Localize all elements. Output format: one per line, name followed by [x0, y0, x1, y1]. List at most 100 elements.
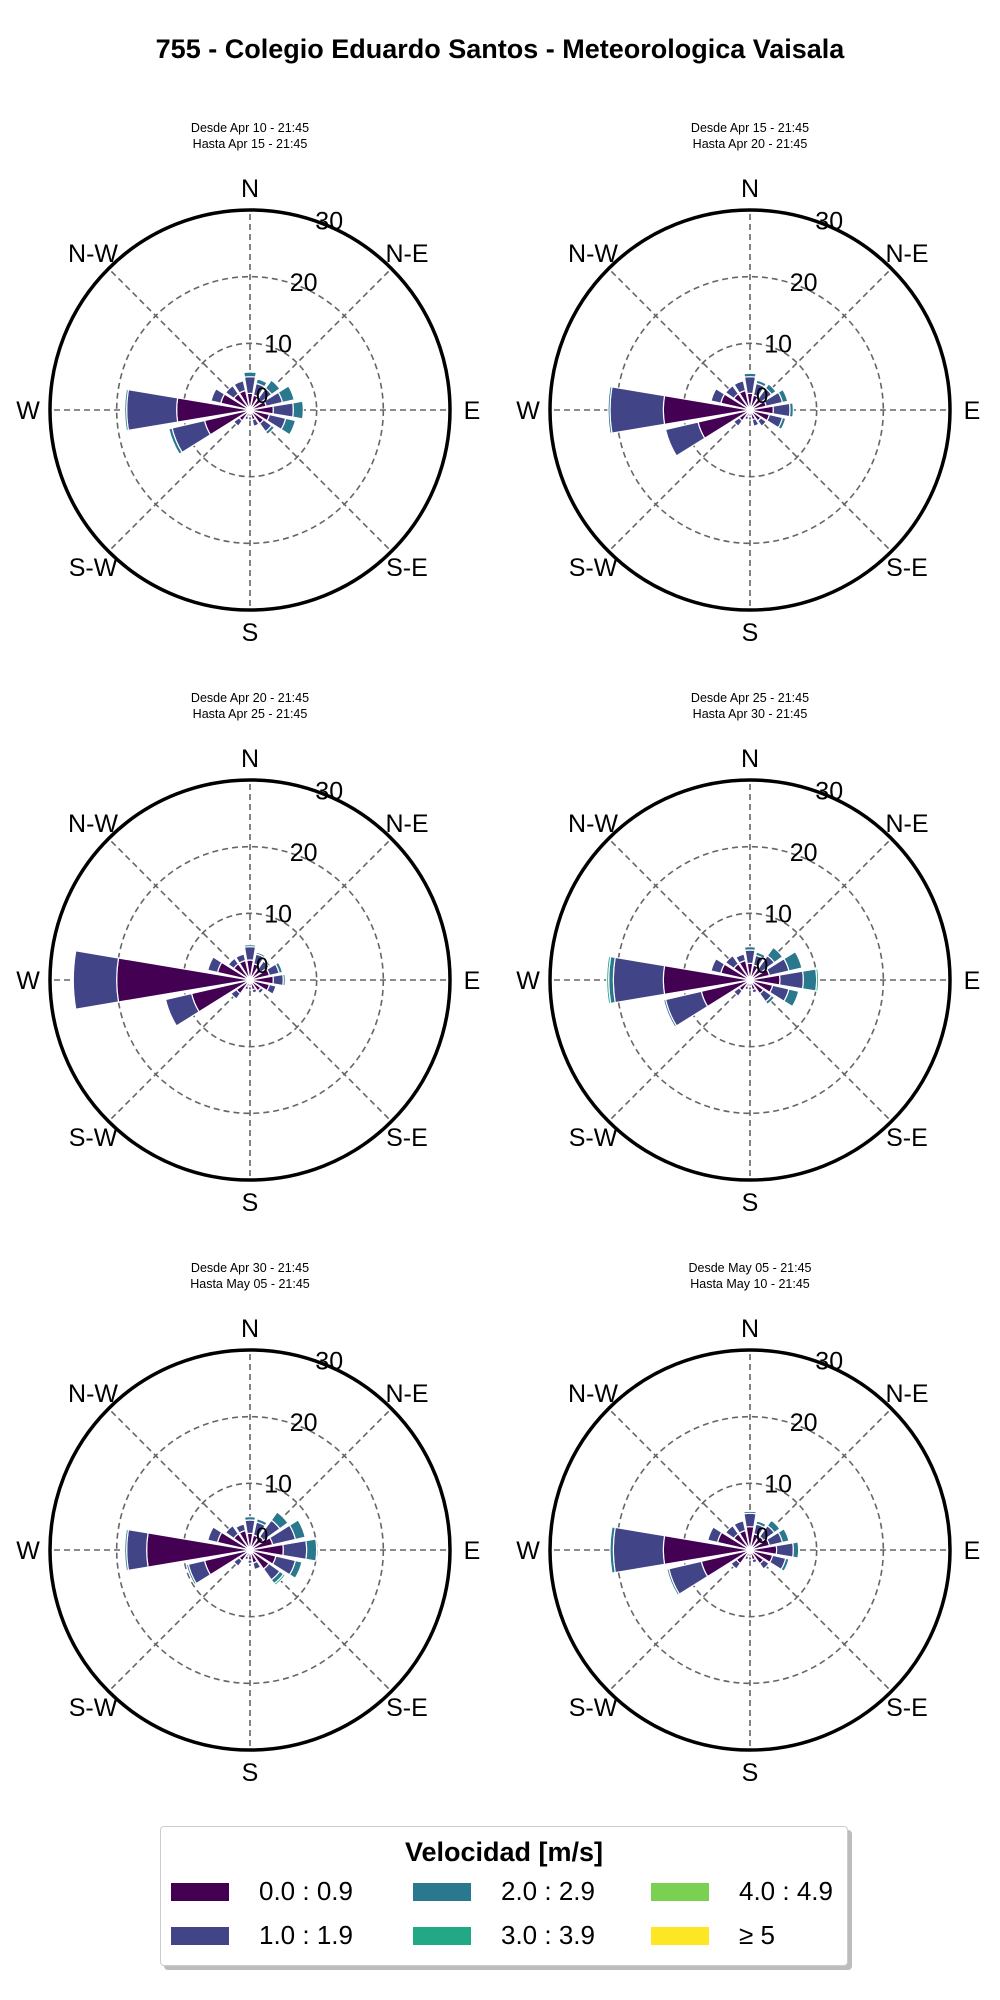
- wind-bar: [207, 956, 223, 974]
- angular-gridline: [108, 979, 251, 1122]
- radial-gridline: [182, 912, 318, 1048]
- wind-bar: [612, 956, 666, 1004]
- period-label: Desde Apr 25 - 21:45 Hasta Apr 30 - 21:45: [500, 690, 1000, 722]
- wind-bar: [735, 953, 747, 964]
- compass-label: N-E: [385, 240, 428, 268]
- wind-bar: [732, 986, 744, 998]
- wind-bar: [227, 957, 240, 970]
- wind-bar: [775, 1542, 794, 1558]
- wind-bar: [754, 951, 767, 960]
- angular-gridline: [749, 1549, 892, 1692]
- outer-ring: [548, 208, 952, 612]
- compass-label: W: [516, 1537, 540, 1565]
- compass-label: E: [964, 967, 981, 995]
- period-start: Desde Apr 10 - 21:45: [190, 121, 310, 135]
- wind-bar: [305, 1538, 318, 1562]
- radial-tick-label: 30: [315, 777, 343, 805]
- angular-gridline: [608, 1408, 751, 1551]
- wind-bar: [230, 988, 242, 1000]
- radial-gridline: [682, 342, 818, 478]
- radial-tick-label: 10: [264, 1471, 292, 1499]
- wind-bar: [766, 946, 784, 964]
- compass-label: W: [16, 397, 40, 425]
- wind-bar: [609, 386, 666, 434]
- radial-tick-label: 30: [315, 207, 343, 235]
- wind-bar: [777, 388, 789, 404]
- wind-bar: [788, 402, 794, 418]
- angular-gridline: [608, 838, 751, 981]
- wind-bar: [724, 1524, 740, 1540]
- wind-bar: [766, 1519, 781, 1534]
- wind-bar: [256, 986, 265, 995]
- angular-gridline: [749, 979, 892, 1122]
- compass-label: N-E: [885, 810, 928, 838]
- compass-label: N: [241, 1315, 259, 1343]
- compass-label: W: [16, 1537, 40, 1565]
- wind-bar: [124, 1528, 130, 1572]
- wind-bar: [264, 424, 276, 436]
- wind-bar: [126, 1528, 149, 1572]
- period-label: Desde Apr 10 - 21:45 Hasta Apr 15 - 21:45: [0, 120, 500, 152]
- wind-bar: [724, 384, 740, 400]
- period-end: Hasta May 05 - 21:45: [190, 1277, 310, 1291]
- legend-swatch: [413, 1883, 471, 1901]
- radial-gridline: [182, 342, 318, 478]
- wind-bar: [751, 987, 758, 994]
- windrose-panel: Desde May 05 - 21:45 Hasta May 10 - 21:45…: [500, 1140, 1000, 1787]
- wind-bar: [124, 388, 130, 432]
- wind-bar: [710, 957, 726, 974]
- radial-tick-label: 10: [764, 1471, 792, 1499]
- angular-gridline: [608, 1549, 751, 1692]
- wind-bar: [666, 1568, 681, 1597]
- legend-item: 3.0 : 3.9: [413, 1920, 633, 1952]
- radial-tick-label: 20: [790, 269, 818, 297]
- wind-bar: [168, 427, 183, 455]
- angular-gridline: [249, 409, 392, 552]
- period-start: Desde May 05 - 21:45: [688, 1261, 812, 1275]
- period-end: Hasta May 10 - 21:45: [690, 1277, 810, 1291]
- wind-bar: [126, 388, 179, 432]
- compass-label: S: [242, 619, 259, 647]
- wind-bar: [783, 988, 800, 1008]
- wind-bar: [255, 951, 267, 959]
- compass-label: N-E: [885, 240, 928, 268]
- wind-bar: [730, 1558, 742, 1570]
- compass-label: N-W: [68, 1380, 118, 1408]
- wind-bar: [280, 417, 297, 436]
- outer-ring: [548, 778, 952, 1182]
- wind-bar: [707, 1526, 723, 1544]
- legend-swatch: [171, 1883, 229, 1901]
- wind-bar: [662, 998, 678, 1028]
- wind-bar: [733, 380, 747, 394]
- period-label: Desde May 05 - 21:45 Hasta May 10 - 21:45: [500, 1260, 1000, 1292]
- wind-bar: [232, 416, 244, 428]
- wind-bar: [733, 1520, 747, 1534]
- compass-label: S-E: [886, 1124, 928, 1152]
- compass-label: S: [242, 1759, 259, 1787]
- angular-gridline: [249, 979, 392, 1122]
- windrose-panel: Desde Apr 20 - 21:45 Hasta Apr 25 - 21:45…: [0, 570, 500, 1217]
- wind-bar: [777, 1527, 790, 1544]
- legend-swatch: [171, 1927, 229, 1945]
- period-label: Desde Apr 30 - 21:45 Hasta May 05 - 21:45: [0, 1260, 500, 1292]
- wind-bar: [607, 385, 613, 435]
- wind-bar: [292, 400, 304, 420]
- legend-label: 2.0 : 2.9: [501, 1876, 595, 1906]
- compass-label: S-E: [886, 1694, 928, 1722]
- period-end: Hasta Apr 25 - 21:45: [192, 707, 308, 721]
- compass-label: N-W: [68, 810, 118, 838]
- wind-bar: [252, 1560, 262, 1571]
- compass-label: E: [464, 1537, 481, 1565]
- wind-bar: [288, 1559, 303, 1580]
- wind-bar: [282, 1539, 308, 1561]
- legend-label: 4.0 : 4.9: [739, 1876, 833, 1906]
- wind-bar: [778, 970, 804, 990]
- angular-gridline: [108, 409, 251, 552]
- wind-bar: [224, 1524, 240, 1540]
- radial-tick-label: 30: [815, 207, 843, 235]
- period-start: Desde Apr 30 - 21:45: [190, 1261, 310, 1275]
- wind-bar: [732, 416, 744, 428]
- compass-label: S-W: [569, 1694, 618, 1722]
- wind-bar: [255, 378, 268, 388]
- wind-bar: [755, 1520, 767, 1529]
